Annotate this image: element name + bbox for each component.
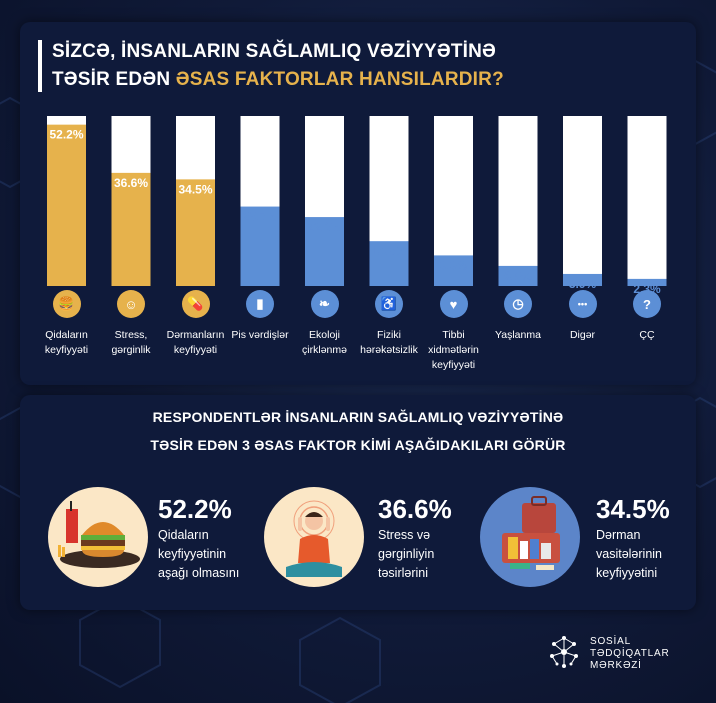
fact-1-text-line: keyfiyyətinin — [158, 547, 227, 561]
category-label-line: keyfiyyəti — [44, 344, 89, 356]
summary-title-line-2: TƏSİR EDƏN 3 ƏSAS FAKTOR KİMİ AŞAĞIDAKIL… — [150, 437, 566, 453]
bar-value-label: 6.5% — [504, 269, 532, 283]
summary-title-line-1: RESPONDENTLƏR İNSANLARIN SAĞLAMLIQ VƏZİY… — [152, 409, 564, 425]
category-label: Dərmanların keyfiyyəti — [156, 328, 236, 358]
category-label: Yaşlanma — [478, 328, 558, 343]
category-label: Digər — [543, 328, 623, 343]
bar — [369, 241, 409, 286]
bar — [47, 124, 86, 287]
fact-3-text-line: vasitələrinin — [596, 547, 663, 561]
category-label-line: Tibbi — [442, 329, 465, 341]
category-label-line: Pis vərdişlər — [231, 329, 289, 341]
category-label: Tibbi xidmətlərin keyfiyyəti — [414, 328, 494, 373]
logo-line-2: TƏDQİQATLAR — [590, 648, 670, 659]
bar-value-label: 34.5% — [178, 182, 212, 196]
fact-3-text: Dərman vasitələrinin keyfiyyətini — [596, 526, 706, 583]
category-label: Pis vərdişlər — [220, 328, 300, 343]
category-label-line: hərəkətsizlik — [360, 344, 418, 356]
category-label: ÇÇ — [607, 328, 687, 343]
logo-line-3: MƏRKƏZİ — [590, 660, 642, 671]
bar-value-label: 25.7% — [243, 210, 277, 224]
title-accent-bar — [38, 40, 42, 92]
bar-track — [498, 116, 538, 286]
fact-3-text-line: keyfiyyətini — [596, 566, 658, 580]
stressed-person-illustration — [264, 487, 364, 587]
bar — [240, 206, 280, 286]
category-label-line: Qidaların — [45, 329, 88, 341]
fact-2-text: Stress və gərginliyin təsirlərini — [378, 526, 488, 583]
fact-2-text-line: gərginliyin — [378, 547, 435, 561]
category-label-line: Yaşlanma — [495, 329, 541, 341]
title-line-1: SİZCƏ, İNSANLARIN SAĞLAMLIQ VƏZİYYƏTİNƏ — [52, 41, 497, 62]
fact-1-text: Qidaların keyfiyyətinin aşağı olmasını — [158, 526, 268, 583]
fact-1-percent: 52.2% — [158, 494, 232, 524]
burger-illustration — [48, 487, 148, 587]
bar — [434, 255, 473, 286]
category-label: Ekoloji çirklənmə — [285, 328, 365, 358]
category-label-line: Stress, — [114, 329, 148, 341]
fact-3-text-line: Dərman — [596, 528, 641, 542]
category-label-line: Fiziki — [377, 329, 401, 341]
category-label-line: ÇÇ — [639, 329, 655, 341]
category-label-line: Digər — [569, 329, 596, 341]
bar-track — [627, 116, 667, 286]
summary-title: RESPONDENTLƏR İNSANLARIN SAĞLAMLIQ VƏZİY… — [20, 403, 696, 459]
bar-value-label: 22.3% — [307, 220, 341, 234]
bar-value-label: 3.9% — [569, 277, 597, 291]
title-line-2: TƏSİR EDƏN ƏSAS FAKTORLAR HANSILARDIR? — [52, 66, 652, 94]
category-label-line: xidmətlərin — [428, 344, 479, 356]
category-label-line: çirklənmə — [302, 344, 347, 356]
category-label: Qidaların keyfiyyəti — [27, 328, 107, 358]
bottle-cigarette-icon: ▮ — [246, 290, 274, 318]
leaf-icon: ❧ — [310, 290, 339, 318]
category-label: Stress, gərginlik — [91, 328, 171, 358]
fact-2-text-line: Stress və — [378, 528, 431, 542]
bar-value-label: 9.9% — [440, 258, 468, 272]
title-line-2-highlight: ƏSAS FAKTORLAR HANSILARDIR? — [175, 69, 504, 90]
fact-2-text-line: təsirlərini — [378, 566, 429, 580]
fact-3-percent: 34.5% — [596, 494, 670, 524]
bar-value-label: 36.6% — [114, 176, 148, 190]
dots-icon: ••• — [568, 290, 597, 318]
question-icon: ? — [633, 290, 661, 318]
sitting-person-icon: ♿ — [375, 290, 403, 318]
clock-person-icon: ◷ — [504, 290, 532, 318]
category-label-line: Ekoloji — [309, 329, 340, 341]
bar — [627, 278, 667, 286]
category-label-line: keyfiyyəti — [431, 359, 476, 371]
bar — [176, 179, 215, 286]
bar-track — [563, 116, 602, 286]
bar-value-label: 14.5% — [372, 244, 406, 258]
logo-text: SOSİAL TƏDQİQATLAR MƏRKƏZİ — [590, 636, 669, 672]
chart-title: SİZCƏ, İNSANLARIN SAĞLAMLIQ VƏZİYYƏTİNƏ … — [52, 38, 652, 94]
logo-globe-icon — [550, 636, 578, 668]
fact-2-percent: 36.6% — [378, 494, 452, 524]
bar — [563, 273, 602, 286]
category-label: Fiziki hərəkətsizlik — [349, 328, 429, 358]
fact-1-text-line: Qidaların — [158, 528, 209, 542]
stress-face-icon: ☺ — [117, 290, 145, 318]
bar — [111, 172, 151, 286]
bar-value-label: 52.2% — [49, 128, 83, 142]
fact-1-text-line: aşağı olmasını — [158, 566, 240, 580]
burger-icon: 🍔 — [52, 290, 81, 318]
heart-hand-icon: ♥ — [439, 290, 468, 318]
category-label-line: gərginlik — [111, 344, 151, 356]
logo-line-1: SOSİAL — [590, 636, 631, 647]
title-line-2-part-a: TƏSİR EDƏN — [52, 69, 176, 90]
bar — [305, 217, 344, 286]
category-label-line: Dərmanların keyfiyyəti — [166, 329, 225, 356]
pill-bottle-icon: 💊 — [181, 290, 210, 318]
medicine-case-illustration — [480, 487, 580, 587]
bar — [498, 265, 538, 286]
